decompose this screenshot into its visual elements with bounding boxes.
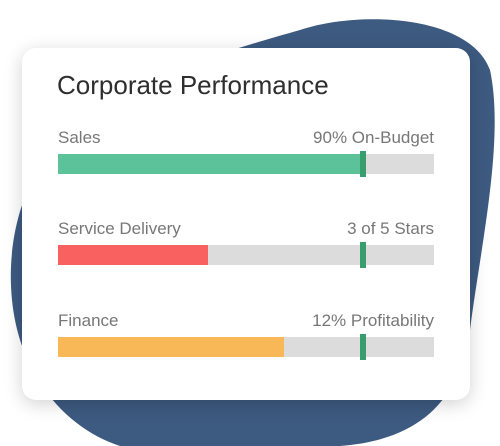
- target-marker: [359, 334, 366, 360]
- metric-label: Service Delivery: [58, 219, 181, 238]
- progress-fill: [58, 154, 363, 174]
- card-title: Corporate Performance: [57, 70, 329, 100]
- target-marker: [359, 242, 366, 268]
- metric-status: 3 of 5 Stars: [347, 219, 434, 238]
- progress-fill: [58, 245, 209, 265]
- card: Corporate Performance Sales 90% On-Budget…: [22, 48, 470, 400]
- metric-status: 12% Profitability: [312, 311, 434, 330]
- progress-track: [58, 151, 434, 177]
- target-marker: [359, 151, 366, 177]
- progress-fill: [58, 337, 284, 357]
- metric-status: 90% On-Budget: [313, 128, 434, 147]
- progress-track: [58, 334, 434, 360]
- metric-label: Finance: [58, 311, 119, 330]
- metric-label: Sales: [58, 128, 101, 147]
- progress-track: [58, 242, 434, 268]
